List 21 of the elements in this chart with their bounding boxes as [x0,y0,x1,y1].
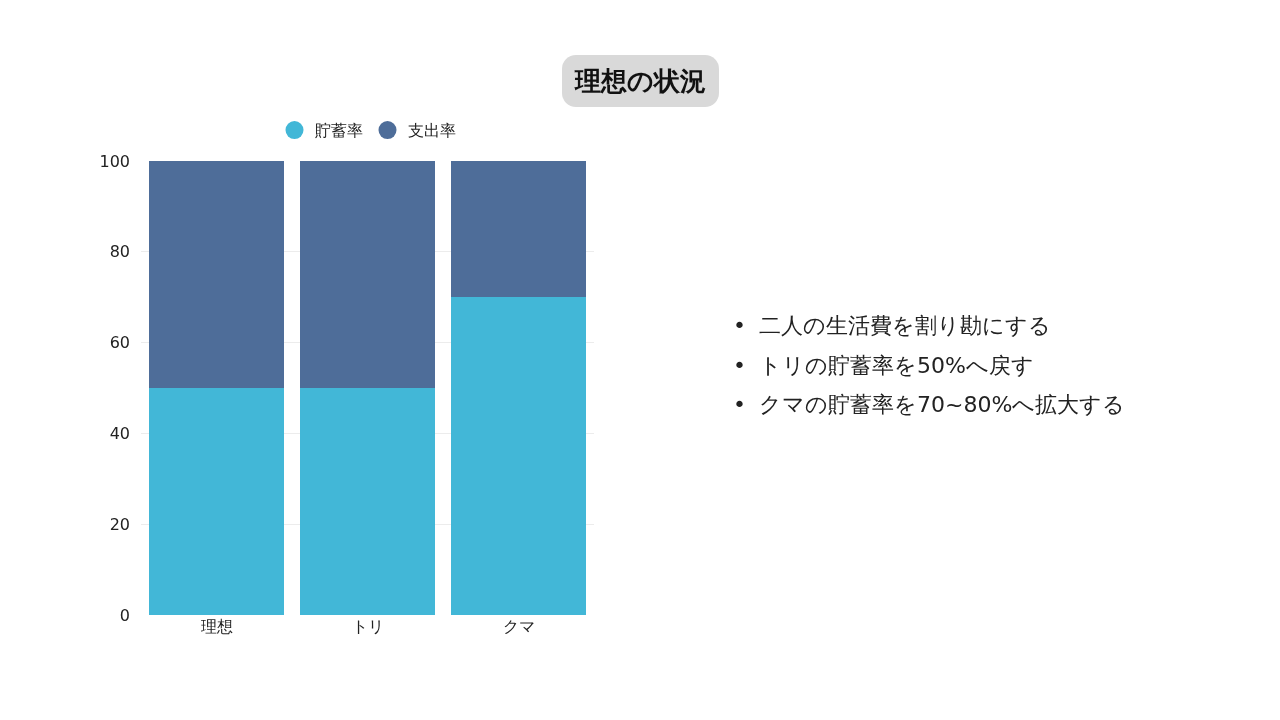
legend-label: 貯蓄率 [314,121,363,141]
chart-title: 理想の状況 [561,55,719,107]
y-tick-label: 20 [109,514,130,534]
x-tick-label: トリ [351,617,384,636]
bar [148,388,285,615]
legend-label: 支出率 [407,121,456,141]
bar [450,297,587,615]
bar [299,388,436,615]
y-tick-label: 40 [109,424,130,443]
text: • クマの貯蓄率を70~80%へ拡大する [733,391,1126,419]
bar [299,161,436,388]
bar [148,161,285,388]
x-tick-label: 理想 [200,617,233,636]
y-tick-label: 100 [99,151,130,171]
x-tick-label: クマ [502,617,535,636]
bar [450,161,587,298]
y-tick-label: 0 [119,605,130,625]
text: • 二人の生活費を割り勘にする [733,312,1052,340]
y-tick-label: 60 [109,333,130,353]
text: • トリの貯蓄率を50%へ戻す [733,351,1035,380]
y-tick-label: 80 [109,242,130,262]
